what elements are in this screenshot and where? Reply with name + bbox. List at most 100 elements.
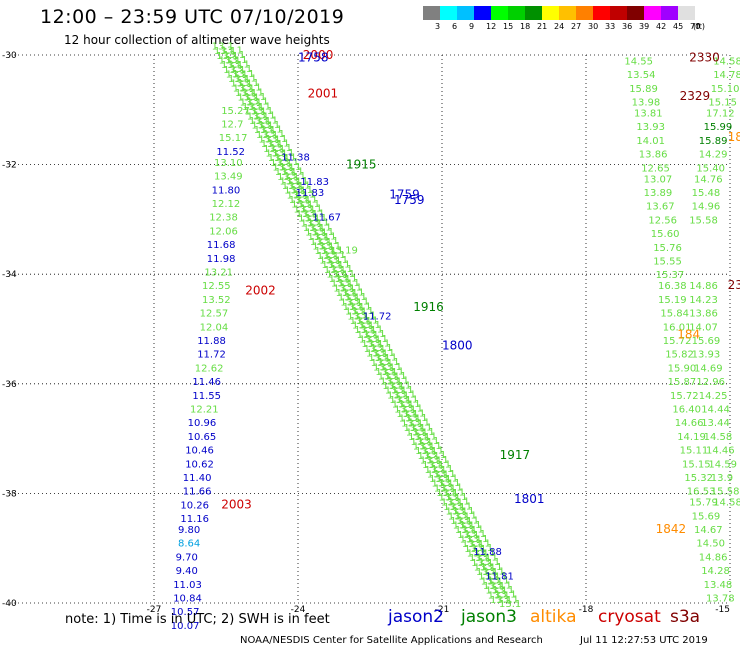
swh-value: 15.84: [660, 309, 689, 320]
legend-s3a: s3a: [670, 607, 701, 627]
swh-value: 11.40: [183, 473, 212, 484]
swath-glyph: 13.1: [450, 516, 472, 527]
swath-glyph: 13.1: [270, 158, 292, 169]
swath-glyph: 13.1: [417, 436, 439, 447]
y-tick-label: -32: [2, 161, 17, 171]
swh-value: 15.10: [711, 84, 740, 95]
swath-glyph: 13.1: [256, 115, 278, 126]
swath-glyph: 13.1: [263, 129, 285, 140]
swath-glyph: 13.1: [317, 251, 339, 262]
colorbar-swatch: [576, 6, 593, 20]
swath-glyph: 13.1: [260, 125, 282, 136]
swath-glyph: 13.1: [396, 409, 418, 420]
swath-glyph: 13.1: [296, 209, 318, 220]
pass-time-label: 1759: [394, 193, 425, 207]
swath-glyph: 13.1: [286, 190, 308, 201]
swath-glyph: 13.1: [366, 334, 388, 345]
swath-glyph: 13.1: [317, 236, 339, 247]
swath-glyph: 13.1: [378, 372, 400, 383]
swath-glyph: 13.1: [401, 404, 423, 415]
swh-value: 11.55: [192, 391, 221, 402]
pass-time-label: 2329: [680, 89, 711, 103]
swh-value: 16.01: [663, 322, 692, 333]
swh-value: 9.40: [176, 566, 198, 577]
swath-glyph: 13.1: [366, 348, 388, 359]
swath-glyph: 13.1: [457, 530, 479, 541]
x-tick-label: -24: [291, 605, 306, 615]
swh-value: 12.55: [202, 281, 231, 292]
swh-value: 14.58: [713, 498, 740, 509]
pass-time-label: 1801: [514, 492, 545, 506]
swath-glyph: 13.1: [420, 455, 442, 466]
x-tick-label: -15: [715, 605, 730, 615]
swath-glyph: 13.1: [315, 246, 337, 257]
swh-value: 13.98: [632, 98, 661, 109]
swath-glyph: 13.1: [345, 307, 367, 318]
swath-glyph: 13.1: [246, 97, 268, 108]
swath-glyph: 13.1: [223, 50, 245, 61]
swath-glyph: 13.1: [347, 311, 369, 322]
swath-glyph: 13.1: [228, 74, 250, 85]
swath-glyph: 13.1: [488, 590, 510, 601]
swh-value: 9.70: [176, 552, 198, 563]
swath-glyph: 13.1: [434, 483, 456, 494]
swh-value: 15.60: [651, 229, 680, 240]
swh-value: 14.86: [689, 281, 718, 292]
swh-value: 14.23: [689, 295, 718, 306]
swath-glyph: 13.1: [410, 437, 432, 448]
map-subtitle: 12 hour collection of altimeter wave hei…: [64, 33, 330, 47]
swath-glyph: 13.1: [342, 287, 364, 298]
colorbar-swatch: [508, 6, 525, 20]
legend-jason3: jason3: [461, 607, 517, 627]
swath-glyph: 13.1: [239, 83, 261, 94]
swh-value: 15.82: [665, 350, 694, 361]
swath-glyph: 13.1: [289, 195, 311, 206]
swath-glyph: 13.1: [307, 218, 329, 229]
swh-value: 12.12: [212, 199, 241, 210]
y-tick-label: -40: [2, 599, 17, 609]
colorbar-label: 12: [486, 22, 497, 31]
swath-glyph: 13.1: [267, 139, 289, 150]
swath-glyph: 13.1: [329, 274, 351, 285]
swh-value: 13.52: [202, 295, 231, 306]
pass-time-label: 1758: [298, 51, 329, 65]
swath-glyph: 13.1: [230, 64, 252, 75]
swh-value: 11.80: [212, 185, 241, 196]
colorbar-swatch: [610, 6, 627, 20]
swh-value: 11.67: [312, 213, 341, 224]
swh-value: 15.27: [221, 106, 250, 117]
swath-glyph: 13.1: [422, 446, 444, 457]
swh-value: 11.81: [485, 572, 514, 583]
swh-value: 14.58: [704, 432, 733, 443]
swh-value: 13.54: [627, 70, 656, 81]
swath-glyph: 13.1: [247, 111, 269, 122]
swh-value: 14.78: [713, 70, 740, 81]
swath-glyph: 13.1: [391, 385, 413, 396]
swath-glyph: 13.1: [405, 413, 427, 424]
swh-value: 13.67: [646, 202, 675, 213]
swath-glyph: 13.1: [406, 428, 428, 439]
pass-time-label: 1800: [442, 338, 473, 352]
swh-value: 12.57: [200, 309, 229, 320]
swh-value: 15.58: [689, 215, 718, 226]
satellite-swath: 13.113.113.113.113.113.113.113.113.113.1…: [212, 42, 522, 610]
map-title: 12:00 – 23:59 UTC 07/10/2019: [40, 6, 345, 28]
swath-glyph: 13.1: [377, 357, 399, 368]
pass-time-label: 2328: [728, 278, 740, 292]
swath-glyph: 13.1: [389, 380, 411, 391]
swh-value: 13.86: [639, 150, 668, 161]
legend-cryosat: cryosat: [598, 607, 661, 627]
swath-glyph: 13.1: [403, 408, 425, 419]
swath-glyph: 13.1: [305, 228, 327, 239]
swath-glyph: 13.1: [396, 394, 418, 405]
swath-glyph: 13.1: [258, 135, 280, 146]
swath-glyph: 13.1: [291, 200, 313, 211]
swath-glyph: 13.1: [272, 148, 294, 159]
swath-glyph: 13.1: [361, 339, 383, 350]
swath-glyph: 13.1: [432, 479, 454, 490]
footer-credit: NOAA/NESDIS Center for Satellite Applica…: [240, 635, 543, 646]
pass-time-label: 1842: [656, 522, 687, 536]
swath-glyph: 13.1: [324, 250, 346, 261]
swath-glyph: 13.1: [480, 562, 502, 573]
swh-value: 15.58: [711, 487, 740, 498]
